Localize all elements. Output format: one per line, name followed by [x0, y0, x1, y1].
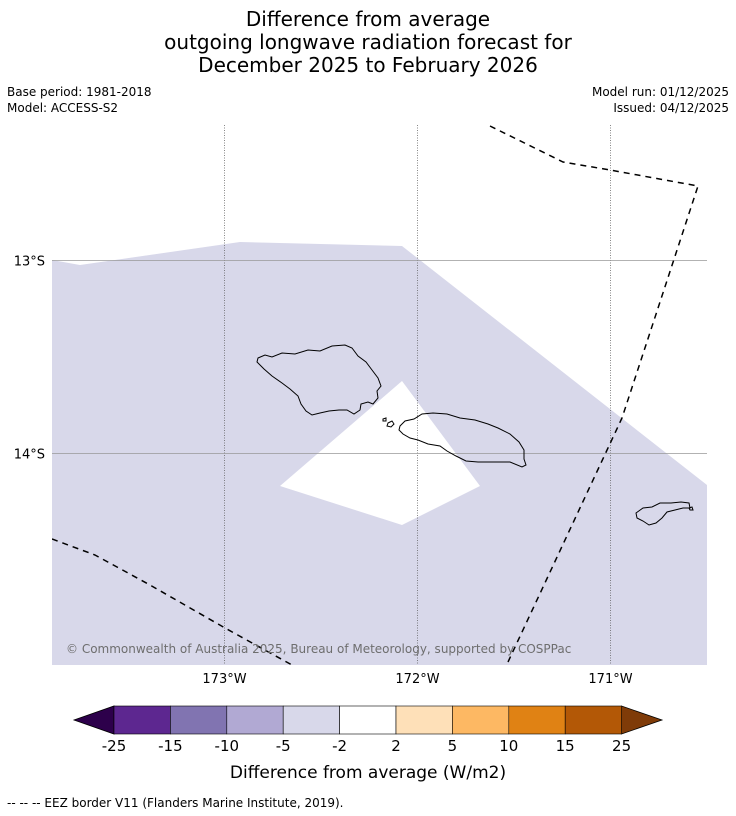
colorbar-segment-5: [395, 705, 453, 735]
island-tutuila: [635, 501, 691, 526]
lon-label-1: 172°W: [395, 672, 439, 687]
title-line-2: outgoing longwave radiation forecast for: [164, 30, 572, 54]
colorbar-tick-8: 15: [556, 737, 575, 755]
colorbar-tick-3: -5: [276, 737, 291, 755]
issued-text: Issued: 04/12/2025: [613, 101, 729, 115]
island-manono: [386, 420, 395, 428]
model-run-text: Model run: 01/12/2025: [591, 85, 729, 99]
lat-label-1: 14°S: [14, 448, 45, 463]
colorbar-segment-2: [226, 705, 284, 735]
colorbar-segment-6: [452, 705, 510, 735]
colorbar-tick-6: 5: [448, 737, 458, 755]
map-panel: © Commonwealth of Australia 2025, Bureau…: [52, 125, 707, 665]
colorbar-segment-3: [282, 705, 340, 735]
island-upolu: [398, 412, 527, 468]
colorbar-tick-1: -15: [158, 737, 183, 755]
lon-label-0: 173°W: [202, 672, 246, 687]
colorbar-segment-0: [113, 705, 171, 735]
eez-border-north-east: [489, 125, 699, 663]
colorbar-tick-0: -25: [102, 737, 127, 755]
copyright-notice: © Commonwealth of Australia 2025, Bureau…: [66, 642, 571, 656]
colorbar-tick-7: 10: [499, 737, 518, 755]
meta-left: Base period: 1981-2018 Model: ACCESS-S2: [7, 84, 152, 116]
colorbar-tick-4: -2: [332, 737, 347, 755]
island-savaii: [256, 344, 382, 416]
colorbar-label: Difference from average (W/m2): [230, 763, 506, 783]
island-aunuu: [688, 506, 694, 511]
colorbar-tick-9: 25: [612, 737, 631, 755]
base-period-text: Base period: 1981-2018: [7, 85, 152, 99]
colorbar-tick-2: -10: [215, 737, 240, 755]
title-line-1: Difference from average: [245, 7, 491, 31]
colorbar-segment-4: [339, 705, 397, 735]
meta-right: Model run: 01/12/2025 Issued: 04/12/2025: [592, 84, 729, 116]
eez-border-south-west: [52, 538, 293, 665]
eez-footnote: -- -- -- EEZ border V11 (Flanders Marine…: [7, 796, 344, 810]
lon-label-2: 171°W: [588, 672, 632, 687]
title-line-3: December 2025 to February 2026: [198, 53, 538, 77]
colorbar-segment-7: [508, 705, 566, 735]
model-text: Model: ACCESS-S2: [7, 101, 119, 115]
colorbar-over-arrow: [621, 705, 664, 735]
island-apolima: [382, 417, 387, 422]
lat-label-0: 13°S: [14, 255, 45, 270]
colorbar: -25 -15 -10 -5 -2 2 5 10 15 25: [72, 705, 664, 755]
colorbar-under-arrow: [72, 705, 115, 735]
colorbar-segment-1: [170, 705, 228, 735]
chart-title: Difference from average outgoing longwav…: [0, 8, 736, 77]
neutral-region: [280, 381, 480, 525]
colorbar-segment-8: [564, 705, 622, 735]
colorbar-tick-5: 2: [391, 737, 401, 755]
axis-labels: 13°S 14°S 173°W 172°W 171°W: [14, 255, 633, 688]
